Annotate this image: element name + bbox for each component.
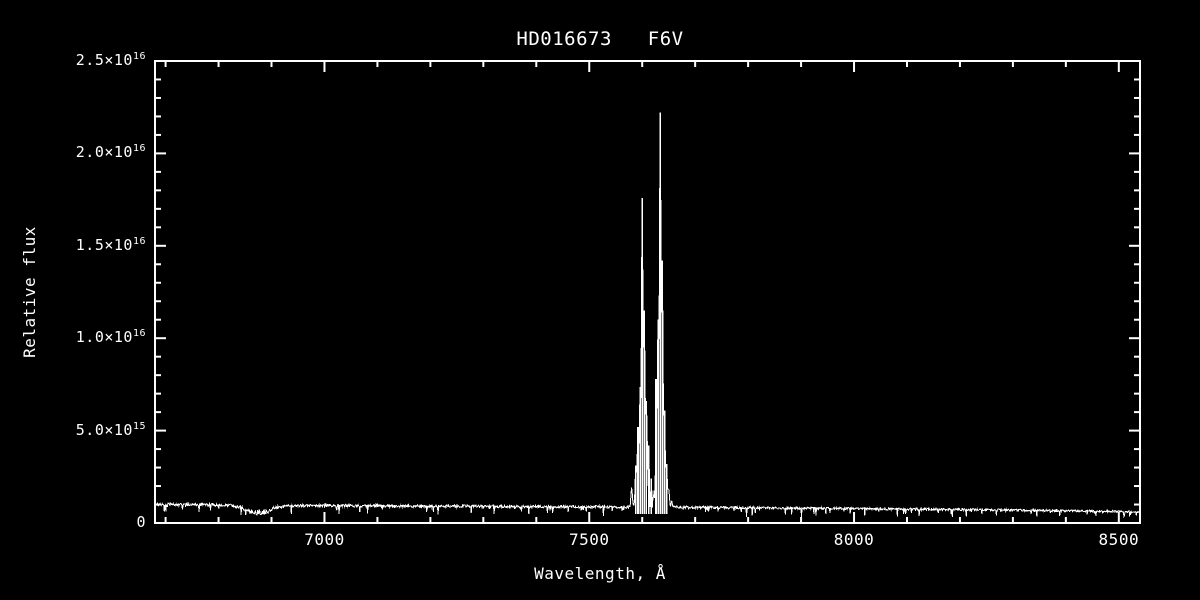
- y-tick-label: 2.5×1016: [75, 51, 146, 69]
- chart-title: HD016673 F6V: [516, 28, 684, 50]
- y-axis-label: Relative flux: [20, 226, 39, 358]
- y-tick-label: 0: [136, 513, 146, 531]
- axis-frame: [154, 60, 1141, 524]
- x-tick-label: 8500: [1098, 530, 1140, 549]
- x-tick-label: 7000: [304, 530, 345, 549]
- x-tick-label: 8000: [833, 530, 875, 549]
- y-tick-label: 1.5×1016: [75, 235, 146, 254]
- axis-ticks: [155, 60, 1140, 524]
- spectrum-trace: [154, 112, 1140, 519]
- y-tick-label: 5.0×1015: [75, 420, 146, 439]
- x-axis-label: Wavelength, Å: [534, 564, 666, 583]
- y-tick-label: 1.0×1016: [75, 328, 146, 347]
- y-tick-label: 2.0×1016: [75, 143, 146, 162]
- x-tick-label: 7500: [568, 530, 610, 549]
